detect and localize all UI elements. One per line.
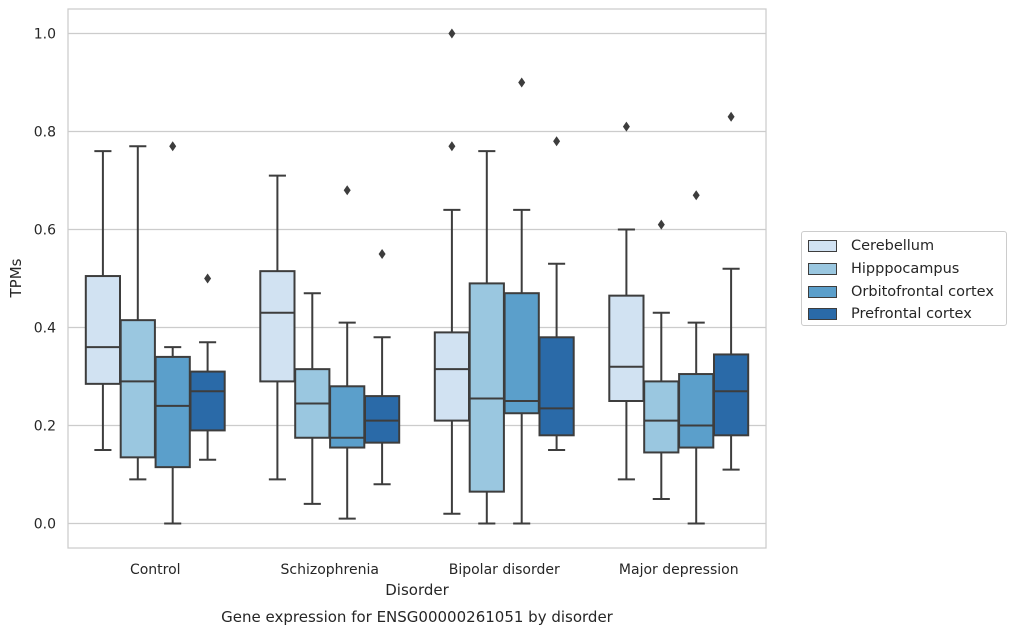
box-2-1 xyxy=(329,185,366,520)
box-body xyxy=(608,294,645,402)
y-tick-label: 0.6 xyxy=(34,223,56,239)
x-tick-label: Schizophrenia xyxy=(281,562,379,578)
box-0-2 xyxy=(433,28,471,515)
plot-frame xyxy=(67,8,767,549)
y-tick-label: 0.4 xyxy=(34,321,56,337)
box-body xyxy=(503,292,540,415)
box-0-0 xyxy=(84,150,122,451)
box-3-0 xyxy=(189,273,226,461)
y-tick-label: 0.2 xyxy=(34,419,56,435)
box-body xyxy=(189,370,226,432)
box-1-3 xyxy=(643,219,680,500)
box-2-3 xyxy=(678,190,715,525)
legend-label-orbitofrontal-cortex: Orbitofrontal cortex xyxy=(851,283,994,300)
box-body xyxy=(154,355,191,469)
x-tick-label: Bipolar disorder xyxy=(449,562,560,578)
box-body xyxy=(84,275,122,385)
legend-swatch-hippocampus xyxy=(808,263,837,276)
box-body xyxy=(259,270,296,383)
box-body xyxy=(119,319,156,459)
x-tick-label: Control xyxy=(130,562,181,578)
outlier-point xyxy=(204,273,212,284)
y-tick-label: 0.0 xyxy=(34,517,56,533)
legend-label-cerebellum: Cerebellum xyxy=(851,238,935,255)
x-tick-labels: Control Schizophrenia Bipolar disorder Majo… xyxy=(130,562,739,578)
outlier-point xyxy=(448,141,456,152)
box-3-1 xyxy=(363,249,401,486)
outlier-point xyxy=(553,136,561,147)
outlier-point xyxy=(169,141,177,152)
legend-label-hippocampus: Hipppocampus xyxy=(851,261,960,278)
box-body xyxy=(468,282,505,493)
legend-swatch-cerebellum xyxy=(808,240,837,253)
box-1-0 xyxy=(119,145,156,481)
outlier-point xyxy=(448,28,456,39)
box-2-0 xyxy=(154,141,191,525)
box-body xyxy=(433,331,471,422)
outlier-point xyxy=(378,249,386,259)
legend-swatch-prefrontal-cortex xyxy=(808,308,837,321)
legend-item-cerebellum: Cerebellum xyxy=(808,235,1006,258)
box-0-3 xyxy=(608,121,645,481)
legend-item-hippocampus: Hipppocampus xyxy=(808,258,1006,281)
legend-swatch-orbitofrontal-cortex xyxy=(808,285,837,298)
legend: Cerebellum Hipppocampus Orbitofrontal co… xyxy=(801,231,1007,326)
outlier-point xyxy=(622,121,630,132)
legend-item-orbitofrontal-cortex: Orbitofrontal cortex xyxy=(808,280,1006,303)
outlier-point xyxy=(727,111,735,122)
box-1-1 xyxy=(294,292,331,505)
outlier-point xyxy=(692,190,700,201)
legend-item-prefrontal-cortex: Prefrontal cortex xyxy=(808,303,1006,326)
box-body xyxy=(538,336,575,437)
y-tick-label: 0.8 xyxy=(34,125,56,141)
legend-label-prefrontal-cortex: Prefrontal cortex xyxy=(851,306,972,323)
box-3-3 xyxy=(712,111,750,471)
box-3-2 xyxy=(538,136,575,451)
box-body xyxy=(712,353,750,437)
y-axis-label: TPMs xyxy=(7,258,25,298)
box-0-1 xyxy=(259,174,296,481)
chart-title: Gene expression for ENSG00000261051 by d… xyxy=(221,608,614,626)
box-2-2 xyxy=(503,77,540,525)
boxes xyxy=(84,28,750,525)
x-axis-label: Disorder xyxy=(385,581,449,599)
box-body xyxy=(363,395,401,444)
box-body xyxy=(678,373,715,449)
outlier-point xyxy=(518,77,526,88)
x-tick-label: Major depression xyxy=(619,562,739,578)
outlier-point xyxy=(657,219,665,230)
box-body xyxy=(643,380,680,454)
outlier-point xyxy=(343,185,351,196)
y-tick-labels: 0.0 0.2 0.4 0.6 0.8 1.0 xyxy=(34,27,56,533)
box-1-2 xyxy=(468,150,505,525)
y-tick-label: 1.0 xyxy=(34,27,56,43)
